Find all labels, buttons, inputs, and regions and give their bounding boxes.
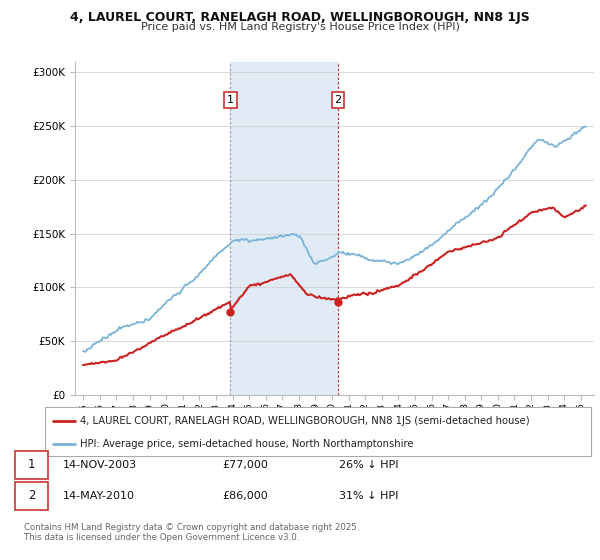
- Text: 26% ↓ HPI: 26% ↓ HPI: [339, 460, 398, 470]
- Text: Contains HM Land Registry data © Crown copyright and database right 2025.
This d: Contains HM Land Registry data © Crown c…: [24, 523, 359, 543]
- Text: 4, LAUREL COURT, RANELAGH ROAD, WELLINGBOROUGH, NN8 1JS (semi-detached house): 4, LAUREL COURT, RANELAGH ROAD, WELLINGB…: [80, 416, 530, 426]
- Text: 1: 1: [28, 458, 35, 472]
- Text: 14-NOV-2003: 14-NOV-2003: [63, 460, 137, 470]
- Text: 14-MAY-2010: 14-MAY-2010: [63, 491, 135, 501]
- Text: 1: 1: [227, 95, 234, 105]
- Text: 2: 2: [28, 489, 35, 502]
- Text: 2: 2: [335, 95, 342, 105]
- Text: £77,000: £77,000: [222, 460, 268, 470]
- Text: Price paid vs. HM Land Registry's House Price Index (HPI): Price paid vs. HM Land Registry's House …: [140, 22, 460, 32]
- Bar: [230, 62, 338, 395]
- Text: £86,000: £86,000: [222, 491, 268, 501]
- Text: 31% ↓ HPI: 31% ↓ HPI: [339, 491, 398, 501]
- Text: 4, LAUREL COURT, RANELAGH ROAD, WELLINGBOROUGH, NN8 1JS: 4, LAUREL COURT, RANELAGH ROAD, WELLINGB…: [70, 11, 530, 24]
- Text: HPI: Average price, semi-detached house, North Northamptonshire: HPI: Average price, semi-detached house,…: [80, 439, 414, 449]
